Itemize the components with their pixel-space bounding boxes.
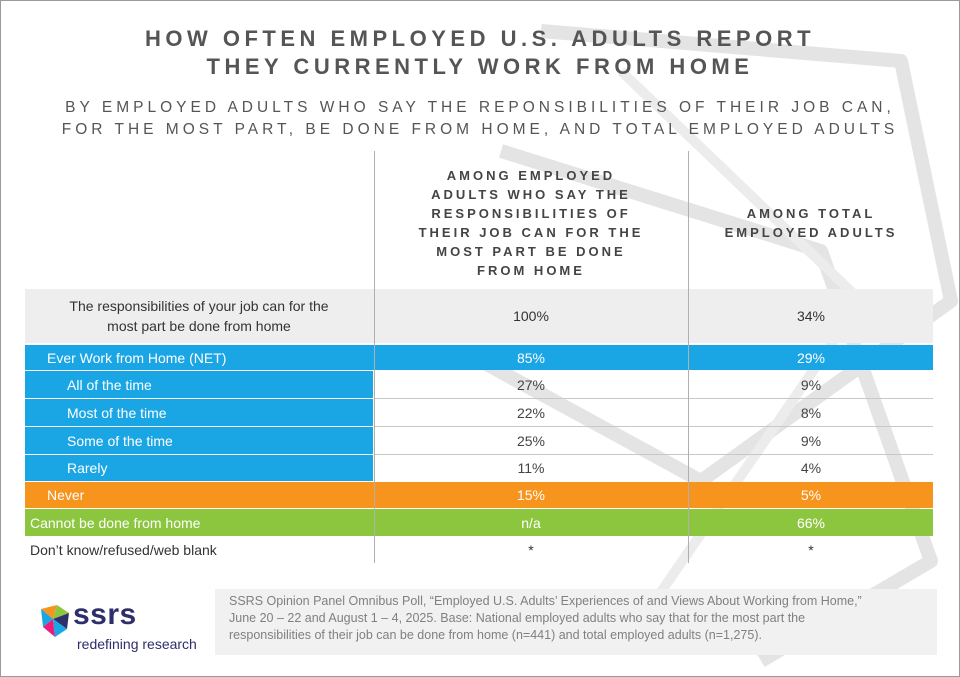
ssrs-logo-icon <box>41 605 69 637</box>
cell-wfh-capable: 100% <box>513 308 549 324</box>
row-label-text: Rarely <box>67 460 108 476</box>
row-label-text: Most of the time <box>67 404 167 421</box>
col1-header-line: THEIR JOB CAN FOR THE <box>418 225 644 240</box>
row-label-text: Some of the time <box>67 432 173 449</box>
row-label-line-1: The responsibilities of your job can for… <box>69 298 329 314</box>
cell-wfh-capable: 85% <box>516 349 546 366</box>
column-header-wfh-capable: AMONG EMPLOYED ADULTS WHO SAY THE RESPON… <box>375 161 687 285</box>
logo-wordmark: ssrs <box>73 598 137 631</box>
logo-tagline: redefining research <box>77 636 197 652</box>
source-line-2: June 20 – 22 and August 1 – 4, 2025. Bas… <box>229 611 806 625</box>
source-note: SSRS Opinion Panel Omnibus Poll, “Employ… <box>215 589 937 655</box>
column-divider-2 <box>688 151 689 563</box>
chart-subtitle: BY EMPLOYED ADULTS WHO SAY THE REPONSIBI… <box>1 97 959 141</box>
subtitle-line-1: BY EMPLOYED ADULTS WHO SAY THE REPONSIBI… <box>65 99 895 116</box>
cell-total-employed: 8% <box>800 404 822 421</box>
ssrs-logo: ssrs redefining research <box>39 598 199 653</box>
col1-header-line: AMONG EMPLOYED <box>446 168 616 183</box>
cell-total-employed: * <box>808 542 814 558</box>
cell-total-employed: 66% <box>796 514 826 531</box>
row-label-line-2: most part be done from home <box>107 318 291 334</box>
cell-total-employed: 9% <box>800 376 822 393</box>
cell-wfh-capable: 22% <box>516 404 546 421</box>
column-header-total-employed: AMONG TOTAL EMPLOYED ADULTS <box>689 161 933 285</box>
cell-total-employed: 34% <box>796 308 826 324</box>
title-line-2: THEY CURRENTLY WORK FROM HOME <box>206 54 754 79</box>
col1-header-line: ADULTS WHO SAY THE <box>431 187 631 202</box>
row-label: Ever Work from Home (NET) <box>47 349 227 366</box>
col2-header-line: AMONG TOTAL <box>746 206 876 221</box>
table-row-ever-work-from-home: Ever Work from Home (NET) 85% 29% <box>25 345 933 370</box>
row-label: Most of the time <box>25 399 373 426</box>
cell-total-employed: 5% <box>800 487 822 503</box>
table-row-cannot-be-done-from-home: Cannot be done from home n/a 66% <box>25 509 933 536</box>
chart-title: HOW OFTEN EMPLOYED U.S. ADULTS REPORT TH… <box>1 25 959 81</box>
title-line-1: HOW OFTEN EMPLOYED U.S. ADULTS REPORT <box>144 26 816 51</box>
row-label: Don’t know/refused/web blank <box>30 542 217 558</box>
row-divider <box>375 454 933 455</box>
row-label-text: All of the time <box>67 376 152 393</box>
cell-wfh-capable: 15% <box>516 487 546 503</box>
cell-total-employed: 29% <box>796 349 826 366</box>
cell-wfh-capable: 11% <box>517 460 545 476</box>
cell-total-employed: 4% <box>800 460 822 476</box>
row-divider <box>375 398 933 399</box>
row-divider <box>375 426 933 427</box>
column-divider-1 <box>374 151 375 563</box>
col2-header-line: EMPLOYED ADULTS <box>724 225 898 240</box>
table-row-most-of-the-time: Most of the time 22% 8% <box>25 399 933 426</box>
source-line-1: SSRS Opinion Panel Omnibus Poll, “Employ… <box>229 594 862 608</box>
table-row-all-of-the-time: All of the time 27% 9% <box>25 371 933 398</box>
table-row-dont-know: Don’t know/refused/web blank * * <box>25 537 933 563</box>
table-row-some-of-the-time: Some of the time 25% 9% <box>25 427 933 454</box>
source-line-3: responsibilities of their job can be don… <box>229 628 762 642</box>
table-row-rarely: Rarely 11% 4% <box>25 455 933 481</box>
col1-header-line: RESPONSIBILITIES OF <box>431 206 631 221</box>
col1-header-line: FROM HOME <box>477 263 585 278</box>
cell-wfh-capable: n/a <box>521 514 541 531</box>
table-row-job-can-be-done-from-home: The responsibilities of your job can for… <box>25 289 933 343</box>
cell-wfh-capable: 27% <box>516 376 546 393</box>
row-label: Cannot be done from home <box>30 514 201 531</box>
row-label: Never <box>47 487 85 503</box>
cell-wfh-capable: 25% <box>516 432 546 449</box>
subtitle-line-2: FOR THE MOST PART, BE DONE FROM HOME, AN… <box>61 121 899 138</box>
row-label: Rarely <box>25 455 373 481</box>
row-label: Some of the time <box>25 427 373 454</box>
table-row-never: Never 15% 5% <box>25 482 933 508</box>
cell-total-employed: 9% <box>800 432 822 449</box>
cell-wfh-capable: * <box>528 542 534 558</box>
col1-header-line: MOST PART BE DONE <box>436 244 626 259</box>
row-label: All of the time <box>25 371 373 398</box>
row-label: The responsibilities of your job can for… <box>25 296 373 336</box>
